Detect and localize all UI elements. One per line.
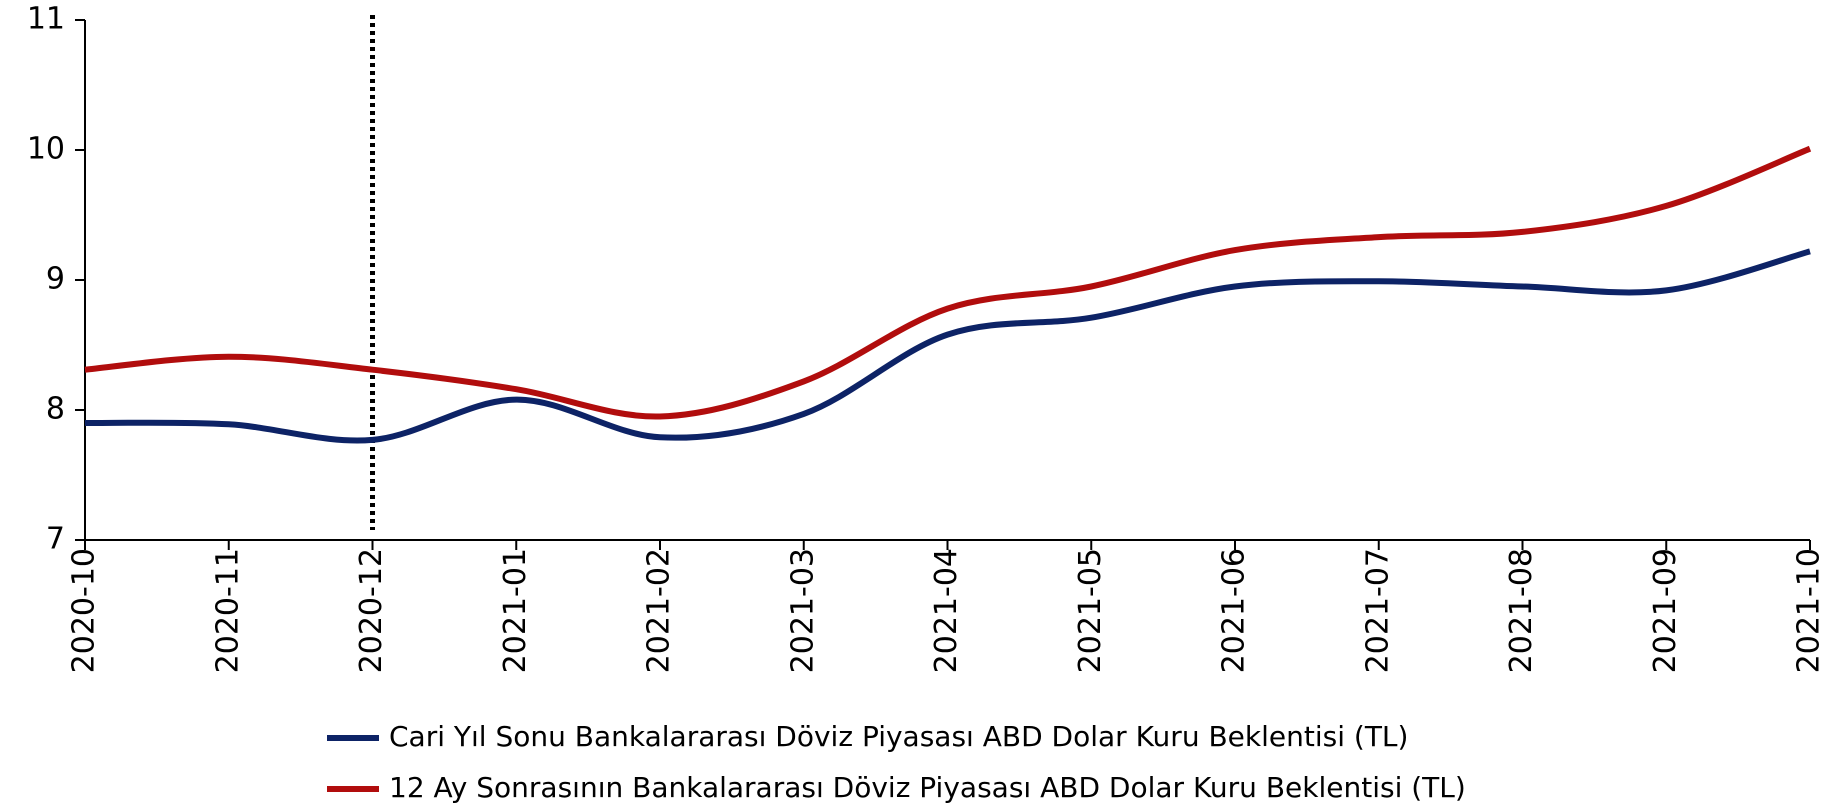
x-tick-label: 2021-04 xyxy=(929,548,964,673)
y-tick-label: 11 xyxy=(27,2,65,37)
x-tick-label: 2020-11 xyxy=(210,548,245,673)
x-tick-label: 2021-01 xyxy=(498,548,533,673)
x-tick-label: 2021-03 xyxy=(785,548,820,673)
x-tick-label: 2021-02 xyxy=(642,548,677,673)
y-tick-label: 8 xyxy=(46,392,65,427)
y-tick-label: 9 xyxy=(46,262,65,297)
x-tick-label: 2020-10 xyxy=(67,548,102,673)
x-tick-label: 2021-09 xyxy=(1648,548,1683,673)
y-tick-label: 7 xyxy=(46,522,65,557)
legend-label: Cari Yıl Sonu Bankalararası Döviz Piyasa… xyxy=(389,720,1408,753)
legend-label: 12 Ay Sonrasının Bankalararası Döviz Piy… xyxy=(389,771,1466,804)
x-tick-label: 2021-05 xyxy=(1073,548,1108,673)
x-tick-label: 2020-12 xyxy=(354,548,389,673)
y-tick-label: 10 xyxy=(27,132,65,167)
series-line xyxy=(84,145,1812,420)
series-line xyxy=(84,248,1811,444)
x-tick-label: 2021-07 xyxy=(1360,548,1395,673)
x-tick-label: 2021-08 xyxy=(1504,548,1539,673)
x-tick-label: 2021-06 xyxy=(1217,548,1252,673)
x-tick-label: 2021-10 xyxy=(1792,548,1827,673)
